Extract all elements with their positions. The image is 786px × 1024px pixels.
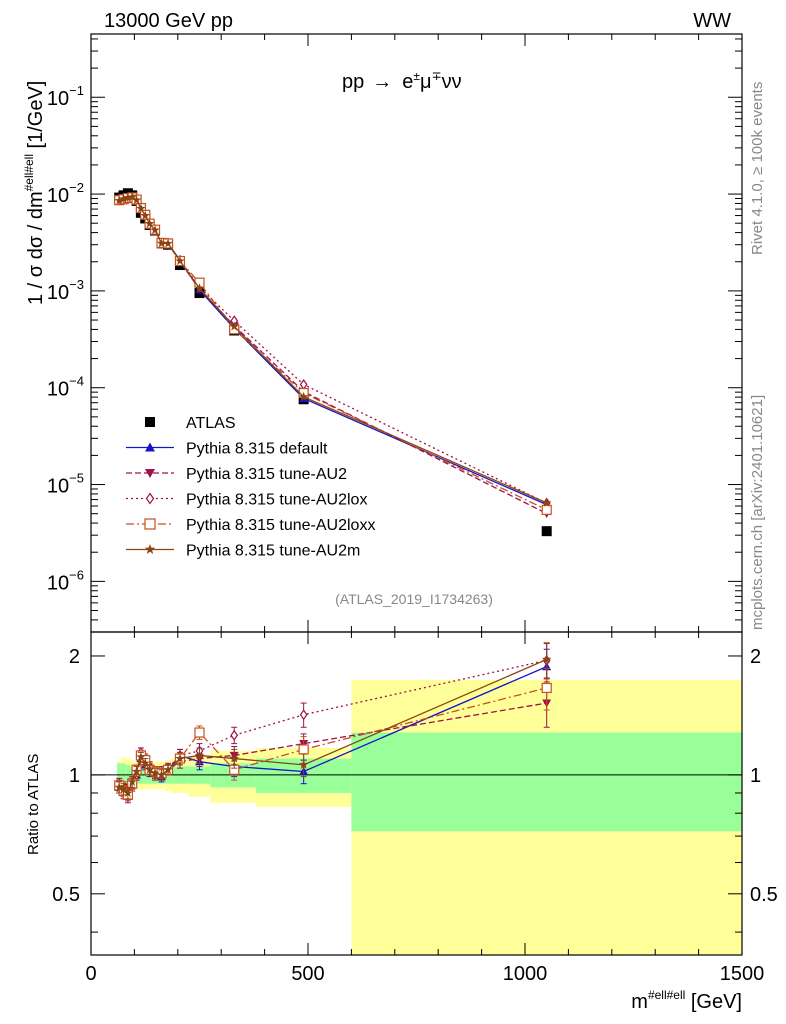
- series-point: [150, 225, 160, 235]
- x-tick-label: 500: [291, 963, 324, 985]
- ratio-point: [541, 654, 552, 664]
- ratio-point: [114, 782, 124, 792]
- chart-title: pp → e±μ∓νν: [342, 69, 462, 93]
- beam-label: 13000 GeV pp: [104, 10, 233, 32]
- ratio-frame: [90, 631, 743, 956]
- x-tick-label: 1000: [503, 963, 548, 985]
- axes: 0 500 1000 1500 10−6 10−5 10−4 10−3 10−2 10−1 0.5 0…: [47, 34, 778, 985]
- legend-label: Pythia 8.315 tune-AU2m: [186, 543, 360, 560]
- series-point: [541, 504, 552, 515]
- series-point: [118, 193, 129, 203]
- ratio-point: [230, 729, 239, 741]
- legend-label: Pythia 8.315 tune-AU2lox: [186, 492, 367, 509]
- legend-label: ATLAS: [186, 415, 236, 432]
- ratio-point: [541, 682, 552, 694]
- analysis-id: (ATLAS_2019_I1734263): [335, 591, 493, 607]
- rivet-label: Rivet 4.1.0, ≥ 100k events: [749, 82, 766, 255]
- series-point: [136, 203, 146, 213]
- ratio-point: [156, 769, 167, 779]
- ratio-tick-label-left: 2: [69, 646, 80, 668]
- series-point: [131, 195, 142, 205]
- y-tick-label: 10−3: [47, 277, 84, 304]
- series-point: [140, 210, 150, 220]
- y-tick-label: 10−1: [47, 83, 84, 110]
- legend-marker: [145, 492, 155, 505]
- ratio-tick-label-right: 0.5: [750, 884, 778, 906]
- ratio-tick-label-left: 0.5: [52, 884, 80, 906]
- legend-marker: [145, 442, 155, 452]
- stat-uncertainty-band: [351, 732, 742, 832]
- ratio-marks: [114, 642, 552, 804]
- ratio-tick-label-left: 1: [69, 765, 80, 787]
- atlas-data-point: [541, 526, 552, 537]
- y-tick-label: 10−2: [47, 180, 84, 207]
- ratio-point: [118, 784, 129, 794]
- ratio-point: [131, 766, 142, 776]
- y-axis-label: 1 / σ dσ / dm#ell#ell [1/GeV]: [22, 81, 47, 305]
- legend-label: Pythia 8.315 default: [186, 441, 328, 458]
- mcplots-label: mcplots.cern.ch [arXiv:2401.10621]: [749, 395, 766, 630]
- ratio-point: [229, 753, 239, 763]
- ratio-tick-label-right: 2: [750, 646, 761, 668]
- ratio-tick-label-right: 1: [750, 765, 761, 787]
- y-tick-label: 10−5: [47, 471, 84, 498]
- legend-marker: [145, 417, 155, 427]
- ratio-point: [127, 776, 137, 786]
- ratio-point: [298, 744, 309, 755]
- series-point: [114, 195, 124, 205]
- legend-label: Pythia 8.315 tune-AU2loxx: [186, 517, 375, 534]
- y-tick-label: 10−4: [47, 374, 84, 401]
- ratio-point: [175, 753, 185, 763]
- series-point: [163, 238, 173, 248]
- series-point: [194, 283, 205, 293]
- x-tick-label: 0: [85, 963, 96, 985]
- series-point: [229, 321, 239, 331]
- series-point: [541, 497, 552, 507]
- legend-marker: [144, 518, 156, 530]
- main-marks: [114, 188, 552, 537]
- series-point: [127, 192, 137, 202]
- y-tick-label: 10−6: [47, 567, 84, 594]
- legend-label: Pythia 8.315 tune-AU2: [186, 466, 347, 483]
- main-panel: [91, 34, 742, 632]
- legend-marker: [145, 469, 155, 478]
- ratio-point: [163, 764, 173, 774]
- process-label: WW: [693, 10, 731, 32]
- ratio-point: [140, 758, 150, 768]
- ratio-point: [123, 788, 133, 797]
- ratio-point: [298, 759, 309, 769]
- x-axis-label: m#ell#ell [GeV]: [631, 988, 742, 1013]
- ratio-point: [299, 709, 308, 721]
- ratio-line-2: [118, 659, 547, 798]
- ratio-point: [194, 750, 205, 760]
- legend-marker: [144, 544, 156, 554]
- x-tick-label: 1500: [720, 963, 765, 985]
- ratio-y-axis-label: Ratio to ATLAS: [25, 754, 42, 855]
- series-point: [175, 256, 185, 266]
- ratio-point: [194, 727, 205, 738]
- ratio-point: [136, 752, 146, 761]
- series-point: [144, 218, 155, 228]
- ratio-point: [144, 764, 155, 774]
- series-point: [156, 238, 167, 248]
- legend: ATLAS Pythia 8.315 default Pythia 8.315 tu…: [126, 415, 375, 560]
- series-point: [298, 391, 309, 401]
- series-point: [123, 192, 133, 202]
- ratio-point: [150, 768, 160, 778]
